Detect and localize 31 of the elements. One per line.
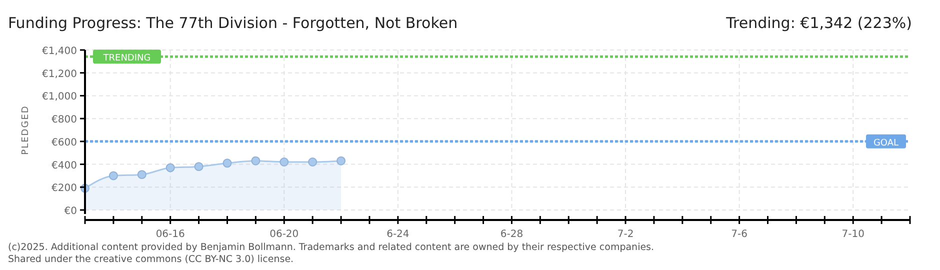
point xyxy=(251,156,260,166)
point xyxy=(108,171,118,180)
text: Shared under the creative commons (CC BY-NC 3.0) license. xyxy=(8,254,294,265)
point xyxy=(308,158,318,166)
x-tick-label: 06-20 xyxy=(270,229,299,240)
point xyxy=(137,170,146,180)
y-axis-title: PLEDGED xyxy=(21,105,31,155)
y-tick-label: €200 xyxy=(52,183,77,194)
chart-title: Funding Progress: The 77th Division - Forgotten, Not Broken xyxy=(8,14,458,32)
chart-subtitle: Trending: €1,342 (223%) xyxy=(725,14,912,32)
y-tick-label: €1,400 xyxy=(42,46,77,57)
point xyxy=(280,158,289,166)
x-tick-label: 6-28 xyxy=(500,229,524,240)
x-tick-label: 06-16 xyxy=(156,229,185,240)
y-tick-label: €400 xyxy=(52,160,77,172)
y-tick-label: €0 xyxy=(64,206,77,217)
x-tick-label: 7-6 xyxy=(731,229,748,240)
y-tick-label: €600 xyxy=(52,137,77,148)
point xyxy=(166,163,175,172)
point xyxy=(194,162,204,172)
point xyxy=(222,158,232,168)
y-tick-label: €1,000 xyxy=(42,92,77,103)
point xyxy=(336,156,346,166)
x-tick-label: 6-24 xyxy=(386,229,410,240)
y-tick-label: €1,200 xyxy=(42,68,77,80)
ref-line-label: GOAL xyxy=(873,138,899,148)
y-tick-label: €800 xyxy=(52,114,77,126)
text: (c)2025. Additional content provided by Benjamin Bollmann. Trademarks and related content are owned by their respective companies. xyxy=(8,242,654,253)
ref-line-label: TRENDING xyxy=(102,54,151,64)
x-tick-label: 7-2 xyxy=(617,229,634,240)
x-tick-label: 7-10 xyxy=(842,229,864,240)
